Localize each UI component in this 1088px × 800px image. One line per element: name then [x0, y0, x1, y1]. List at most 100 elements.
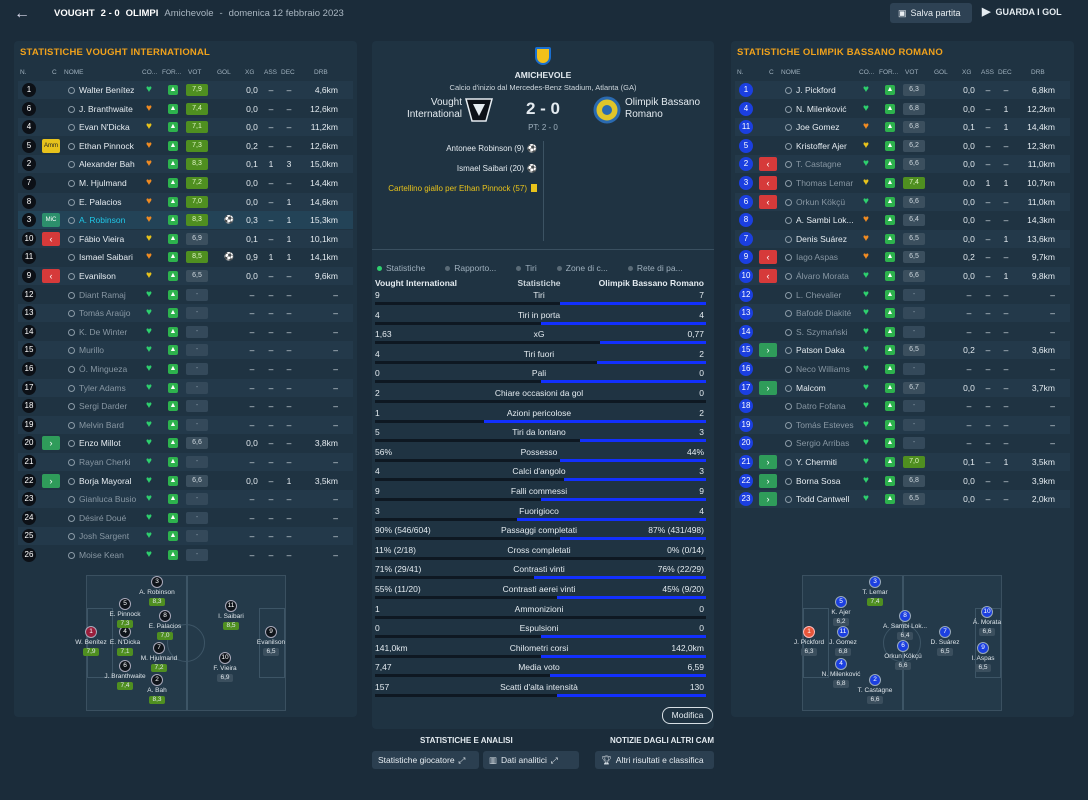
pitch-player[interactable]: 10 Á. Morata 6,6	[964, 606, 1010, 636]
table-row[interactable]: 14 K. De Winter ♥ ▲ - – – – –	[18, 323, 353, 341]
table-row[interactable]: 21 Rayan Cherki ♥ ▲ - – – – –	[18, 453, 353, 471]
table-row[interactable]: 24 Désiré Doué ♥ ▲ - – – – –	[18, 509, 353, 527]
table-row[interactable]: 12 L. Chevalier ♥ ▲ - – – – –	[735, 286, 1070, 304]
column-header-drb[interactable]: DRB	[314, 69, 328, 76]
column-header-vot[interactable]: VOT	[188, 69, 202, 76]
table-row[interactable]: 11 Ismael Saibari ♥ ▲ 8,5 ⚽ 0,9 1 1 14,1km	[18, 248, 353, 266]
player-name[interactable]: Neco Williams	[785, 364, 850, 374]
player-name[interactable]: Ethan Pinnock	[68, 141, 134, 151]
player-name[interactable]: Evanilson	[68, 271, 116, 281]
pitch-player[interactable]: 8 E. Palacios 7,0	[142, 610, 188, 640]
table-row[interactable]: 12 Diant Ramaj ♥ ▲ - – – – –	[18, 286, 353, 304]
player-name[interactable]: Désiré Doué	[68, 513, 126, 523]
table-row[interactable]: 18 Sergi Darder ♥ ▲ - – – – –	[18, 397, 353, 415]
tab-4[interactable]: Rete di pa...	[627, 263, 683, 273]
player-name[interactable]: M. Hjulmand	[68, 178, 127, 188]
column-header-for[interactable]: FOR...	[879, 69, 899, 76]
player-name[interactable]: Borja Mayoral	[68, 476, 131, 486]
column-header-n[interactable]: N.	[737, 69, 744, 76]
table-row[interactable]: 9 ‹ Iago Aspas ♥ ▲ 6,5 0,2– –9,7km	[735, 248, 1070, 266]
pitch-player[interactable]: 8 A. Sambi Lok... 6,4	[882, 610, 928, 640]
table-row[interactable]: 19 Tomás Esteves ♥ ▲ - – – – –	[735, 415, 1070, 434]
player-name[interactable]: Sergi Darder	[68, 401, 127, 411]
table-row[interactable]: 7 Denis Suárez ♥ ▲ 6,5 0,0– 1 13,6km	[735, 229, 1070, 248]
table-row[interactable]: 17 › Malcom ♥ ▲ 6,7 0,0– –3,7km	[735, 378, 1070, 397]
table-row[interactable]: 17 Tyler Adams ♥ ▲ - – – – –	[18, 378, 353, 397]
column-header-ass[interactable]: ASS	[981, 69, 995, 76]
column-header-dec[interactable]: DEC	[281, 69, 295, 76]
player-name[interactable]: Rayan Cherki	[68, 457, 131, 467]
column-header-xg[interactable]: XG	[245, 69, 255, 76]
column-header-gol[interactable]: GOL	[217, 69, 231, 76]
pitch-player[interactable]: 6 J. Branthwaite 7,4	[102, 660, 148, 690]
table-row[interactable]: 5 Kristoffer Ajer ♥ ▲ 6,2 0,0– –12,3km	[735, 137, 1070, 155]
table-row[interactable]: 18 Datro Fofana ♥ ▲ - – – – –	[735, 397, 1070, 415]
table-row[interactable]: 6 J. Branthwaite ♥ ▲ 7,4 0,0– –12,6km	[18, 100, 353, 118]
player-name[interactable]: Walter Benítez	[68, 85, 134, 95]
player-name[interactable]: Kristoffer Ajer	[785, 141, 847, 151]
table-row[interactable]: 15 › Patson Daka ♥ ▲ 6,5 0,2– –3,6km	[735, 341, 1070, 360]
column-header-co[interactable]: CO...	[859, 69, 875, 76]
table-row[interactable]: 21 › Y. Chermiti ♥ ▲ 7,0 0,1– 1 3,5km	[735, 453, 1070, 471]
table-row[interactable]: 14 S. Szymański ♥ ▲ - – – – –	[735, 323, 1070, 341]
table-row[interactable]: 19 Melvin Bard ♥ ▲ - – – – –	[18, 415, 353, 434]
away-team-name[interactable]: Olimpik Bassano Romano	[625, 97, 715, 121]
pitch-player[interactable]: 11 J. Gomez 6,8	[820, 626, 866, 656]
table-row[interactable]: 10 ‹ Fábio Vieira ♥ ▲ 6,9 0,1– 1 10,1km	[18, 229, 353, 248]
table-row[interactable]: 10 ‹ Álvaro Morata ♥ ▲ 6,6 0,0– 1 9,8km	[735, 267, 1070, 285]
pitch-player[interactable]: 2 T. Castagne 6,6	[852, 674, 898, 704]
player-name[interactable]: J. Pickford	[785, 85, 836, 95]
pitch-player[interactable]: 5 E. Pinnock 7,3	[102, 598, 148, 628]
player-name[interactable]: Denis Suárez	[785, 234, 847, 244]
player-name[interactable]: Tomás Araújo	[68, 308, 131, 318]
player-name[interactable]: Tyler Adams	[68, 383, 126, 393]
table-row[interactable]: 20 › Enzo Millot ♥ ▲ 6,6 0,0– –3,8km	[18, 434, 353, 452]
pitch-player[interactable]: 9 I. Aspas 6,5	[960, 642, 1006, 672]
pitch-player[interactable]: 4 E. N'Dicka 7,1	[102, 626, 148, 656]
player-name[interactable]: Evan N'Dicka	[68, 122, 130, 132]
player-name[interactable]: Murillo	[68, 345, 104, 355]
table-row[interactable]: 11 Joe Gomez ♥ ▲ 6,8 0,1– 1 14,4km	[735, 118, 1070, 137]
back-arrow-icon[interactable]: ←	[14, 5, 30, 22]
pitch-player[interactable]: 9 Evanilson 6,5	[248, 626, 294, 656]
table-row[interactable]: 22 › Borja Mayoral ♥ ▲ 6,6 0,0– 1 3,5km	[18, 472, 353, 490]
player-stats-button[interactable]: Statistiche giocatore ⤢	[372, 751, 479, 769]
player-name[interactable]: Fábio Vieira	[68, 234, 124, 244]
player-name[interactable]: Todd Cantwell	[785, 494, 849, 504]
pitch-player[interactable]: 5 K. Ajer 6,2	[818, 596, 864, 626]
table-row[interactable]: 4 Evan N'Dicka ♥ ▲ 7,1 0,0– –11,2km	[18, 118, 353, 137]
player-name[interactable]: Álvaro Morata	[785, 271, 849, 281]
home-team-name[interactable]: Vought International	[382, 97, 462, 121]
table-row[interactable]: 26 Moise Kean ♥ ▲ - – – – –	[18, 546, 353, 564]
tab-3[interactable]: Zone di c...	[556, 263, 608, 273]
table-row[interactable]: 6 ‹ Orkun Kökçü ♥ ▲ 6,6 0,0– –11,0km	[735, 192, 1070, 211]
column-header-co[interactable]: CO...	[142, 69, 158, 76]
table-row[interactable]: 3 ‹ Thomas Lemar ♥ ▲ 7,4 0,0 1 1 10,7km	[735, 174, 1070, 192]
column-header-xg[interactable]: XG	[962, 69, 972, 76]
column-header-gol[interactable]: GOL	[934, 69, 948, 76]
table-row[interactable]: 20 Sergio Arribas ♥ ▲ - – – – –	[735, 434, 1070, 452]
pitch-player[interactable]: 3 T. Lemar 7,4	[852, 576, 898, 606]
table-row[interactable]: 23 › Todd Cantwell ♥ ▲ 6,5 0,0– –2,0km	[735, 490, 1070, 509]
player-name[interactable]: T. Castagne	[785, 159, 841, 169]
player-name[interactable]: Patson Daka	[785, 345, 845, 355]
player-name[interactable]: Melvin Bard	[68, 420, 124, 430]
player-name[interactable]: Sergio Arribas	[785, 438, 849, 448]
player-name[interactable]: Bafodé Diakité	[785, 308, 851, 318]
table-row[interactable]: 25 Josh Sargent ♥ ▲ - – – – –	[18, 527, 353, 546]
table-row[interactable]: 7 M. Hjulmand ♥ ▲ 7,2 0,0– –14,4km	[18, 174, 353, 192]
player-name[interactable]: Y. Chermiti	[785, 457, 837, 467]
pitch-player[interactable]: 2 A. Bah 8,3	[134, 674, 180, 704]
pitch-player[interactable]: 10 F. Vieira 6,9	[202, 652, 248, 682]
player-name[interactable]: Gianluca Busio	[68, 494, 136, 504]
pitch-player[interactable]: 11 I. Saibari 8,5	[208, 600, 254, 630]
table-row[interactable]: 2 Alexander Bah ♥ ▲ 8,3 0,1 1 3 15,0km	[18, 155, 353, 174]
player-name[interactable]: K. De Winter	[68, 327, 127, 337]
player-name[interactable]: Datro Fofana	[785, 401, 846, 411]
player-name[interactable]: S. Szymański	[785, 327, 848, 337]
table-row[interactable]: 13 Bafodé Diakité ♥ ▲ - – – – –	[735, 304, 1070, 323]
player-name[interactable]: N. Milenković	[785, 104, 847, 114]
player-name[interactable]: Ó. Mingueza	[68, 364, 127, 374]
table-row[interactable]: 9 ‹ Evanilson ♥ ▲ 6,5 0,0– –9,6km	[18, 267, 353, 285]
column-header-n[interactable]: N.	[20, 69, 27, 76]
